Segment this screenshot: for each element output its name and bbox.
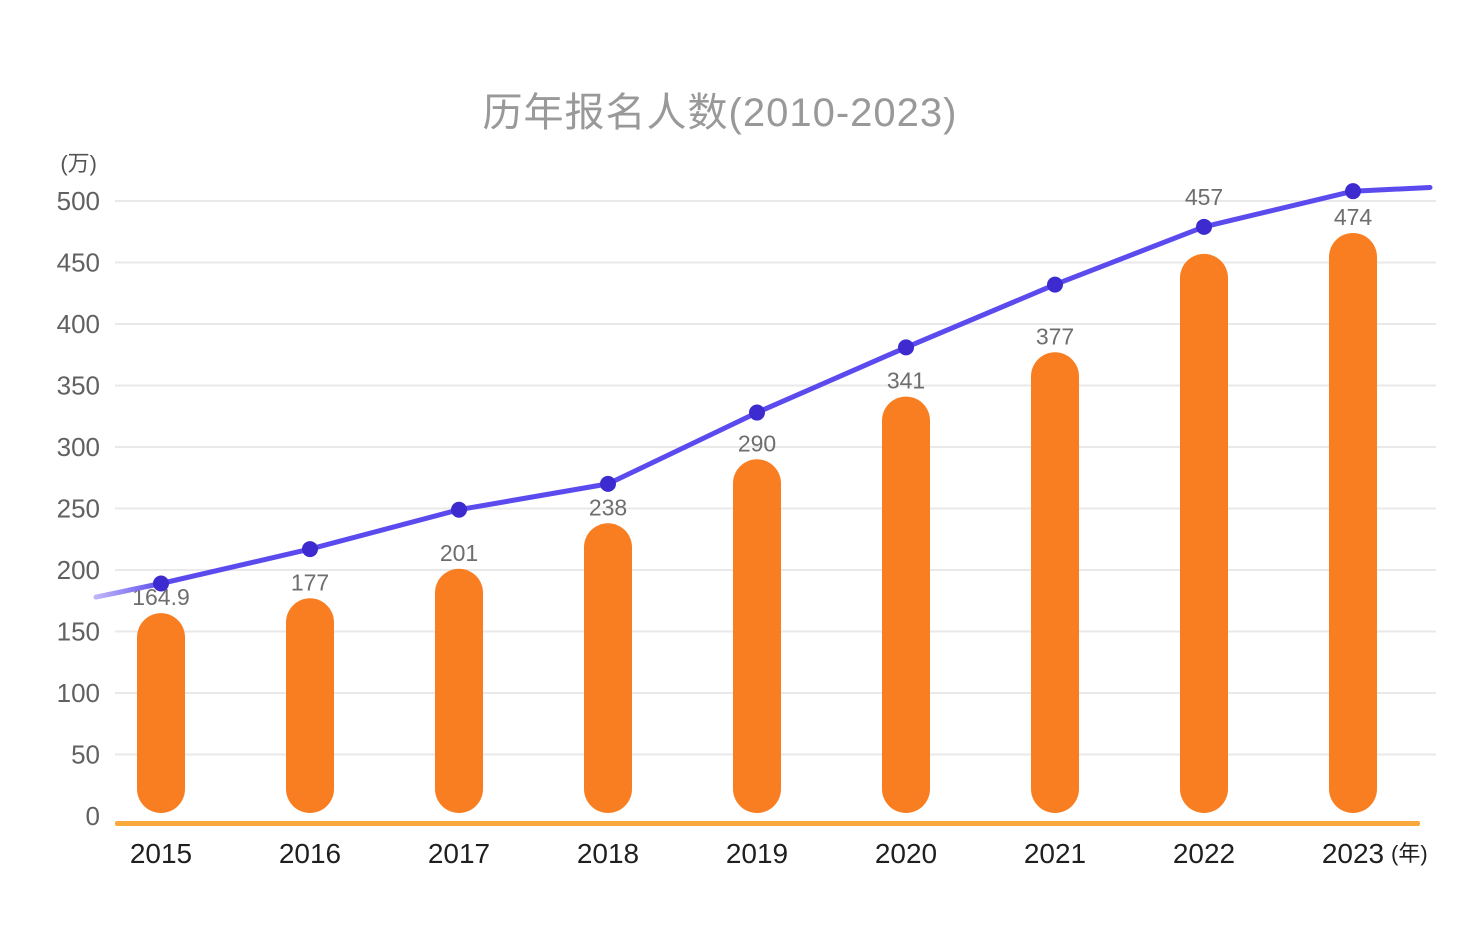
y-axis-unit-label: (万) <box>60 151 97 176</box>
bar-value-label-2016: 177 <box>291 569 329 595</box>
x-tick-label-2021: 2021 <box>1024 838 1086 869</box>
bar-2017 <box>435 568 483 813</box>
y-tick-label-50: 50 <box>71 740 100 770</box>
trend-point-2015 <box>153 575 169 592</box>
trend-point-2023 <box>1345 183 1361 200</box>
x-tick-label-2017: 2017 <box>428 838 490 869</box>
y-tick-label-300: 300 <box>57 432 100 462</box>
trend-point-2017 <box>451 501 467 518</box>
y-tick-label-150: 150 <box>57 617 100 647</box>
y-tick-label-250: 250 <box>57 494 100 524</box>
chart-title: 历年报名人数(2010-2023) <box>482 91 958 135</box>
bar-value-label-2023: 474 <box>1334 204 1373 230</box>
y-tick-label-100: 100 <box>57 678 100 708</box>
y-tick-label-0: 0 <box>86 801 100 831</box>
trend-point-2019 <box>749 404 765 421</box>
x-tick-label-2015: 2015 <box>130 838 192 869</box>
y-tick-label-200: 200 <box>57 555 100 585</box>
bar-2016 <box>286 598 334 813</box>
bar-value-label-2021: 377 <box>1036 323 1074 349</box>
bar-2023 <box>1329 232 1377 814</box>
trend-point-2021 <box>1047 276 1063 293</box>
bar-2022 <box>1180 253 1228 813</box>
bar-value-label-2019: 290 <box>738 430 776 456</box>
bar-value-label-2022: 457 <box>1185 184 1223 210</box>
y-tick-label-400: 400 <box>57 309 100 339</box>
bar-value-label-2020: 341 <box>887 368 925 394</box>
bar-value-label-2018: 238 <box>589 494 627 520</box>
y-tick-label-450: 450 <box>57 248 100 278</box>
trend-point-2022 <box>1196 218 1212 235</box>
trend-point-2016 <box>302 541 318 558</box>
y-tick-label-500: 500 <box>57 186 100 216</box>
x-axis-unit-label: (年) <box>1391 841 1428 866</box>
x-tick-label-2022: 2022 <box>1173 838 1235 869</box>
bar-2019 <box>733 459 781 813</box>
bar-2020 <box>882 396 930 813</box>
bar-2018 <box>584 523 632 813</box>
x-tick-label-2023: 2023 <box>1322 838 1384 869</box>
x-tick-label-2019: 2019 <box>726 838 788 869</box>
x-axis-line <box>115 821 1420 826</box>
x-tick-label-2016: 2016 <box>279 838 341 869</box>
bar-value-label-2017: 201 <box>440 540 478 566</box>
trend-point-2018 <box>600 475 616 492</box>
x-tick-label-2020: 2020 <box>875 838 937 869</box>
x-tick-label-2018: 2018 <box>577 838 639 869</box>
bar-2015 <box>137 613 185 813</box>
trend-point-2020 <box>898 339 914 356</box>
bar-2021 <box>1031 352 1079 813</box>
y-tick-label-350: 350 <box>57 371 100 401</box>
